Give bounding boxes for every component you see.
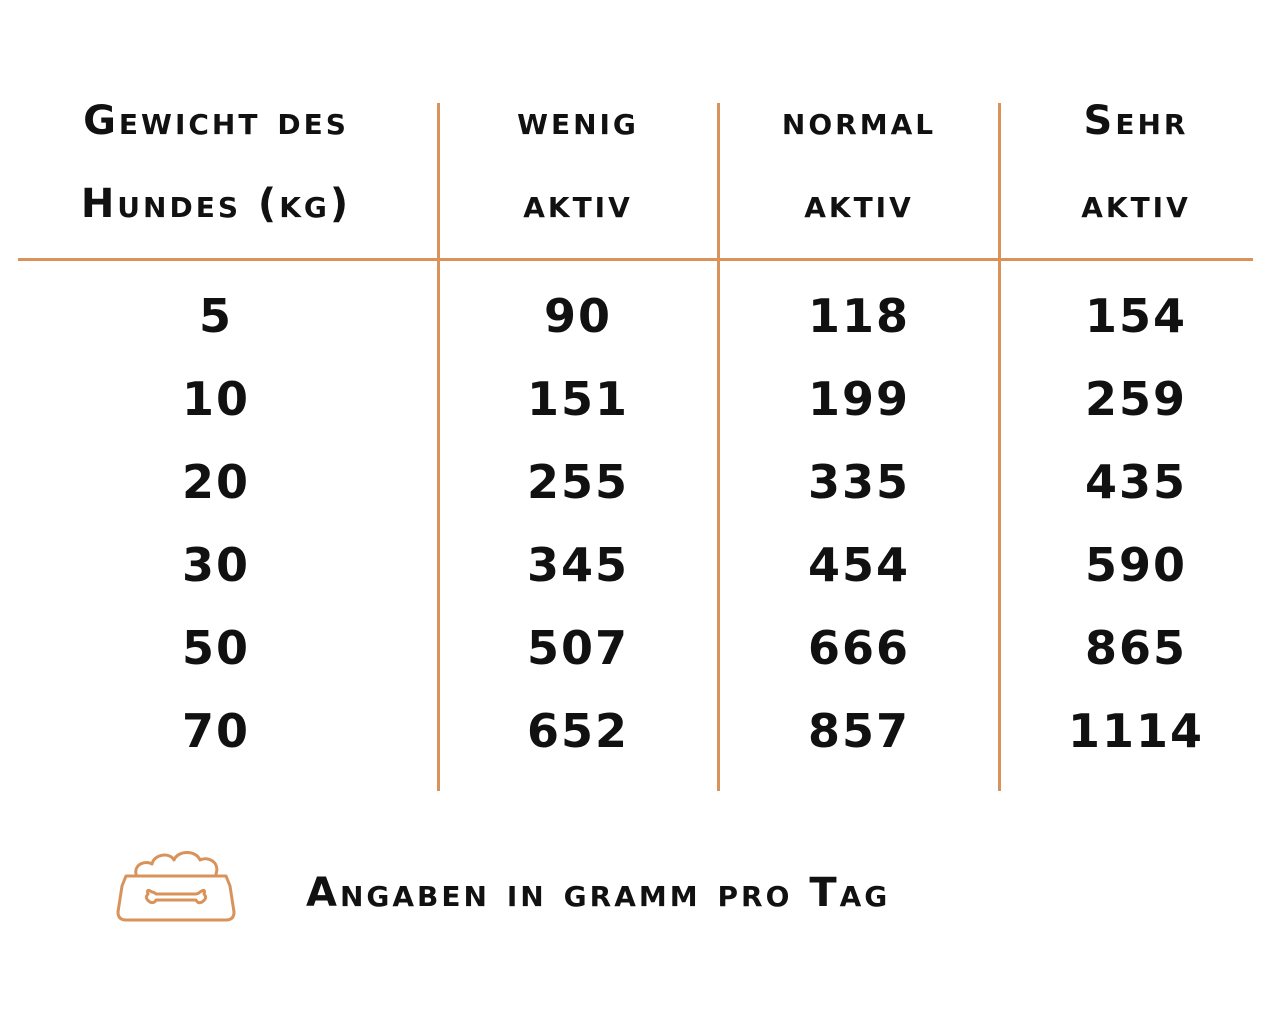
column-header: wenig	[517, 98, 639, 144]
table-cell: 10	[181, 372, 250, 426]
column-header: Hundes (kg)	[80, 181, 352, 227]
header-divider	[18, 258, 1253, 261]
table-cell: 590	[1084, 538, 1188, 592]
table-cell: 435	[1084, 455, 1188, 509]
table-cell: 30	[181, 538, 250, 592]
table-cell: 70	[181, 704, 250, 758]
table-cell: 652	[526, 704, 630, 758]
table-cell: 20	[181, 455, 250, 509]
dog-bowl-bone-icon	[112, 850, 240, 928]
table-cell: 154	[1084, 289, 1188, 343]
table-cell: 259	[1084, 372, 1188, 426]
column-header: aktiv	[804, 181, 914, 227]
table-cell: 666	[807, 621, 911, 675]
table-cell: 5	[198, 289, 233, 343]
column-header: normal	[781, 98, 937, 144]
column-divider	[717, 103, 720, 791]
table-cell: 335	[807, 455, 911, 509]
table-cell: 865	[1084, 621, 1188, 675]
column-header: Gewicht des	[83, 98, 349, 144]
table-cell: 90	[543, 289, 612, 343]
table-cell: 151	[526, 372, 630, 426]
column-header: aktiv	[523, 181, 633, 227]
units-note: Angaben in gramm pro Tag	[306, 870, 891, 916]
table-cell: 857	[807, 704, 911, 758]
table-cell: 1114	[1067, 704, 1205, 758]
table-cell: 454	[807, 538, 911, 592]
table-cell: 345	[526, 538, 630, 592]
table-cell: 507	[526, 621, 630, 675]
column-header: aktiv	[1081, 181, 1191, 227]
column-divider	[998, 103, 1001, 791]
table-cell: 118	[807, 289, 911, 343]
column-divider	[437, 103, 440, 791]
table-cell: 255	[526, 455, 630, 509]
table-cell: 199	[807, 372, 911, 426]
table-cell: 50	[181, 621, 250, 675]
column-header: Sehr	[1083, 98, 1189, 144]
